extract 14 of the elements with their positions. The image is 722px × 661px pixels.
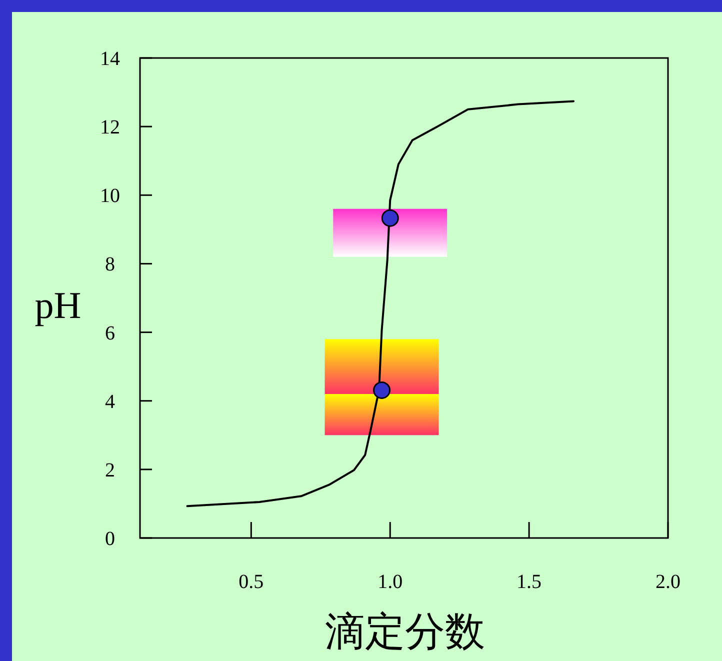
y-tick-label: 6 bbox=[105, 322, 115, 344]
y-tick-label: 12 bbox=[100, 116, 120, 139]
y-axis-title: pH bbox=[34, 285, 82, 327]
y-tick-label: 4 bbox=[105, 390, 115, 413]
x-tick-label: 0.5 bbox=[238, 571, 264, 593]
x-axis-title: 滴定分数 bbox=[325, 609, 485, 655]
x-tick-label: 1.5 bbox=[516, 571, 542, 593]
y-tick-label: 8 bbox=[105, 254, 115, 276]
x-tick-label: 1.0 bbox=[378, 571, 403, 593]
x-tick-label: 2.0 bbox=[656, 571, 680, 593]
y-tick-label: 14 bbox=[100, 48, 120, 70]
y-tick-label: 2 bbox=[105, 459, 115, 482]
y-tick-label: 0 bbox=[105, 528, 115, 550]
y-tick-label: 10 bbox=[100, 185, 120, 208]
